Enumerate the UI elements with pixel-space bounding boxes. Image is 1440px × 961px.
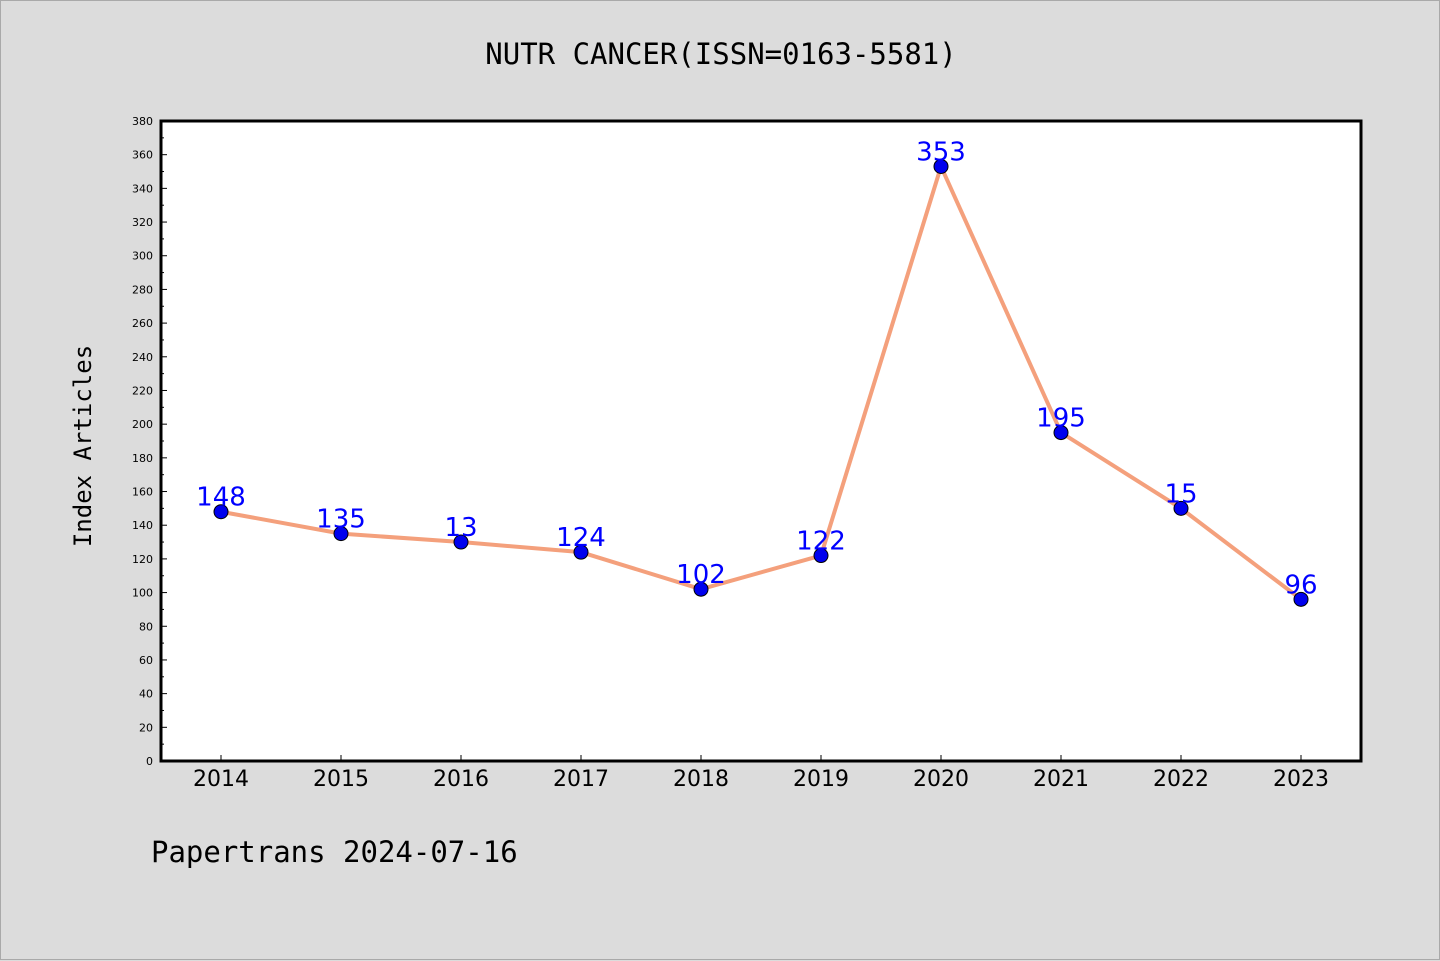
data-point	[573, 544, 589, 560]
x-tick-label: 2023	[1273, 767, 1329, 792]
data-label: 124	[556, 523, 606, 553]
data-label: 135	[316, 505, 366, 535]
y-tick-label: 120	[132, 553, 153, 566]
chart-title: NUTR CANCER(ISSN=0163-5581)	[485, 37, 957, 71]
data-markers	[213, 158, 1309, 607]
y-tick-label: 0	[146, 755, 153, 768]
y-tick-label: 100	[132, 587, 153, 600]
y-tick-label: 380	[132, 115, 153, 128]
y-tick-label: 300	[132, 250, 153, 263]
data-labels: 148 135 13 124 102 122 353 195 15 96	[196, 137, 1317, 600]
data-point	[693, 581, 709, 597]
data-point	[213, 504, 229, 520]
y-tick-label: 260	[132, 317, 153, 330]
data-point	[1173, 500, 1189, 516]
data-point	[933, 158, 949, 174]
x-tick-label: 2018	[673, 767, 729, 792]
x-tick-label: 2017	[553, 767, 609, 792]
plot-area	[161, 121, 1361, 761]
y-tick-label: 240	[132, 351, 153, 364]
y-tick-label: 80	[139, 620, 153, 633]
x-axis-ticks: 2014 2015 2016 2017 2018 2019 2020 2021 2022 2023	[193, 755, 1329, 792]
y-tick-label: 360	[132, 149, 153, 162]
data-label: 353	[916, 137, 966, 167]
y-tick-label: 200	[132, 418, 153, 431]
x-tick-label: 2014	[193, 767, 249, 792]
data-label: 148	[196, 483, 246, 513]
y-tick-label: 340	[132, 182, 153, 195]
y-tick-label: 220	[132, 384, 153, 397]
y-tick-label: 320	[132, 216, 153, 229]
data-label: 122	[796, 527, 846, 557]
y-tick-label: 20	[139, 721, 153, 734]
data-point	[813, 548, 829, 564]
x-tick-label: 2020	[913, 767, 969, 792]
x-tick-label: 2021	[1033, 767, 1089, 792]
x-tick-label: 2015	[313, 767, 369, 792]
data-label: 195	[1036, 404, 1086, 434]
y-tick-label: 280	[132, 283, 153, 296]
footer-credit: Papertrans 2024-07-16	[151, 835, 518, 869]
x-tick-label: 2016	[433, 767, 489, 792]
y-axis-title: Index Articles	[69, 345, 97, 547]
y-tick-label: 40	[139, 688, 153, 701]
x-tick-label: 2019	[793, 767, 849, 792]
y-axis-ticks: 0 20 40 60 80 100 120 140 160 180 200 220 240 260 280 3…	[132, 115, 167, 768]
data-label: 102	[676, 560, 726, 590]
x-tick-label: 2022	[1153, 767, 1209, 792]
data-point	[1053, 425, 1069, 441]
data-point	[1293, 591, 1309, 607]
plot-frame	[159, 119, 1363, 763]
y-tick-label: 180	[132, 452, 153, 465]
data-label: 15	[1164, 479, 1197, 509]
series-line	[220, 164, 1303, 601]
y-tick-label: 160	[132, 486, 153, 499]
data-point	[453, 534, 469, 550]
y-tick-label: 60	[139, 654, 153, 667]
data-point	[333, 526, 349, 542]
y-tick-label: 140	[132, 519, 153, 532]
data-label: 13	[444, 513, 477, 543]
data-label: 96	[1284, 570, 1317, 600]
